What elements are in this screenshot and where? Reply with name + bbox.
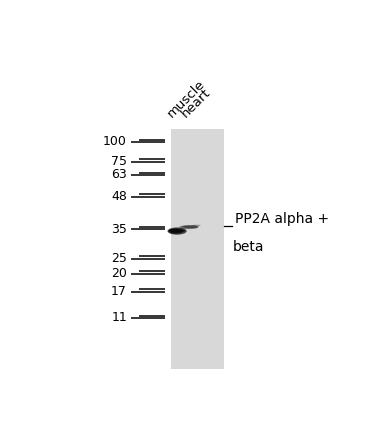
Text: 75: 75 xyxy=(111,155,127,168)
Ellipse shape xyxy=(168,228,187,235)
Ellipse shape xyxy=(169,229,185,233)
Text: 20: 20 xyxy=(111,266,127,279)
Text: 11: 11 xyxy=(111,311,127,324)
Text: 48: 48 xyxy=(111,189,127,202)
Text: 17: 17 xyxy=(111,285,127,297)
Text: heart: heart xyxy=(178,86,212,120)
Text: muscle: muscle xyxy=(165,77,208,120)
Text: 35: 35 xyxy=(111,222,127,235)
Ellipse shape xyxy=(179,226,198,230)
Ellipse shape xyxy=(192,225,201,227)
Text: 63: 63 xyxy=(111,168,127,181)
Bar xyxy=(171,130,224,369)
Text: 25: 25 xyxy=(111,252,127,265)
Text: beta: beta xyxy=(233,240,264,254)
Ellipse shape xyxy=(182,226,198,229)
Text: PP2A alpha +: PP2A alpha + xyxy=(234,212,329,226)
Text: 100: 100 xyxy=(103,135,127,148)
Ellipse shape xyxy=(168,229,183,234)
